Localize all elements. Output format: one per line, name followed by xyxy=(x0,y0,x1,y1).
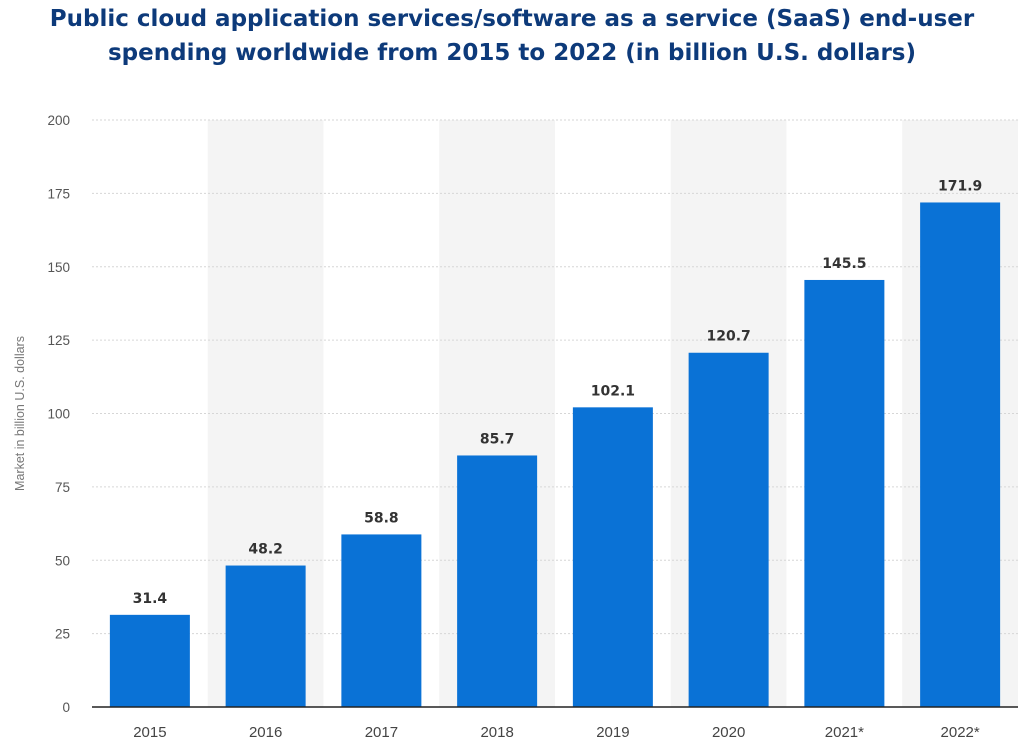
x-tick-label: 2016 xyxy=(249,724,282,741)
bar xyxy=(225,565,306,707)
y-tick-label: 150 xyxy=(47,260,70,275)
x-tick-label: 2017 xyxy=(365,724,398,741)
x-tick-label: 2021* xyxy=(825,724,864,741)
chart-title: Public cloud application services/softwa… xyxy=(20,2,1004,70)
x-tick-labels: 2015 2016 2017 2018 2019 2020 2021* 2022* xyxy=(133,724,980,741)
data-label: 31.4 xyxy=(133,591,168,607)
bar xyxy=(109,614,190,707)
bar xyxy=(457,455,538,707)
y-tick-label: 125 xyxy=(47,333,70,348)
data-label: 102.1 xyxy=(591,383,635,399)
bar xyxy=(688,352,769,707)
y-tick-label: 100 xyxy=(47,407,70,422)
chart-title-line-2: spending worldwide from 2015 to 2022 (in… xyxy=(107,40,916,66)
y-tick-labels: 0 25 50 75 100 125 150 175 200 xyxy=(47,113,70,715)
bar xyxy=(572,407,653,707)
y-axis-title: Market in billion U.S. dollars xyxy=(13,336,27,491)
y-tick-label: 25 xyxy=(55,627,70,642)
y-tick-label: 0 xyxy=(62,700,70,715)
bars xyxy=(109,202,1001,707)
x-tick-label: 2022* xyxy=(941,724,980,741)
data-label: 58.8 xyxy=(364,510,399,526)
x-tick-label: 2018 xyxy=(480,724,513,741)
bar xyxy=(341,534,422,707)
x-tick-label: 2019 xyxy=(596,724,629,741)
data-label: 120.7 xyxy=(706,329,750,345)
y-tick-label: 175 xyxy=(47,186,70,201)
value-labels: 31.4 48.2 58.8 85.7 102.1 120.7 145.5 171.9 xyxy=(133,178,983,606)
data-label: 145.5 xyxy=(822,256,866,272)
x-tick-label: 2015 xyxy=(133,724,166,741)
data-label: 171.9 xyxy=(938,178,982,194)
y-tick-label: 50 xyxy=(55,553,70,568)
data-label: 85.7 xyxy=(480,431,515,447)
y-tick-label: 75 xyxy=(55,480,70,495)
y-tick-label: 200 xyxy=(47,113,70,128)
chart-title-line-1: Public cloud application services/softwa… xyxy=(49,6,975,32)
x-tick-label: 2020 xyxy=(712,724,745,741)
bar xyxy=(920,202,1001,707)
data-label: 48.2 xyxy=(248,542,283,558)
bar xyxy=(804,279,885,707)
